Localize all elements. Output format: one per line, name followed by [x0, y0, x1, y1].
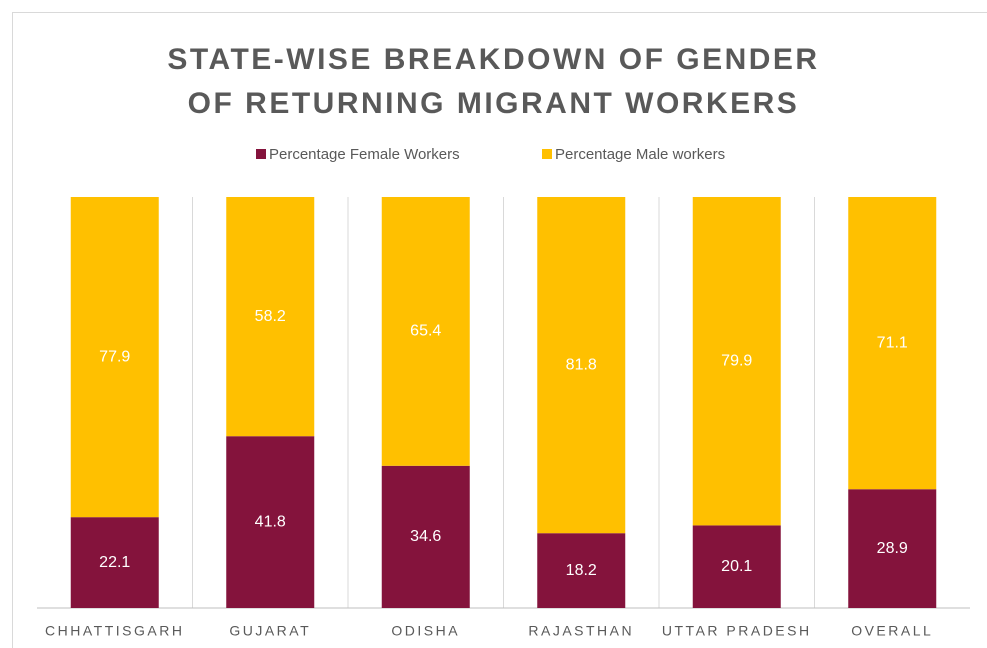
x-tick-label: OVERALL	[851, 623, 933, 639]
bar-segment	[70, 517, 159, 608]
data-label: 58.2	[255, 308, 286, 325]
data-label: 81.8	[566, 356, 597, 373]
bar-segment	[381, 465, 470, 608]
data-label: 71.1	[877, 334, 908, 351]
data-label: 28.9	[877, 540, 908, 557]
data-label: 22.1	[99, 554, 130, 571]
data-label: 18.2	[566, 562, 597, 579]
data-label: 34.6	[410, 528, 441, 545]
bar-segment	[537, 197, 626, 534]
bar-segment	[848, 197, 937, 490]
bar-segment	[381, 197, 470, 466]
x-tick-label: CHHATTISGARH	[45, 623, 184, 639]
data-label: 41.8	[255, 513, 286, 530]
x-tick-label: GUJARAT	[229, 623, 311, 639]
x-tick-label: UTTAR PRADESH	[662, 623, 812, 639]
data-label: 77.9	[99, 348, 130, 365]
legend-label: Percentage Male workers	[555, 146, 725, 163]
bar-segment	[226, 436, 315, 608]
chart-border	[12, 12, 987, 648]
legend-swatch	[256, 149, 266, 159]
bar-segment	[537, 533, 626, 608]
legend-label: Percentage Female Workers	[269, 146, 460, 163]
bar-segment	[848, 489, 937, 608]
bar-segment	[692, 525, 781, 608]
data-label: 65.4	[410, 323, 441, 340]
x-tick-label: ODISHA	[391, 623, 460, 639]
bar-segment	[692, 197, 781, 526]
chart-title: STATE-WISE BREAKDOWN OF GENDER OF RETURN…	[167, 43, 820, 120]
bar-segment	[226, 197, 315, 437]
data-label: 79.9	[721, 352, 752, 369]
legend-swatch	[542, 149, 552, 159]
x-tick-label: RAJASTHAN	[528, 623, 634, 639]
bar-segment	[70, 197, 159, 518]
data-label: 20.1	[721, 558, 752, 575]
